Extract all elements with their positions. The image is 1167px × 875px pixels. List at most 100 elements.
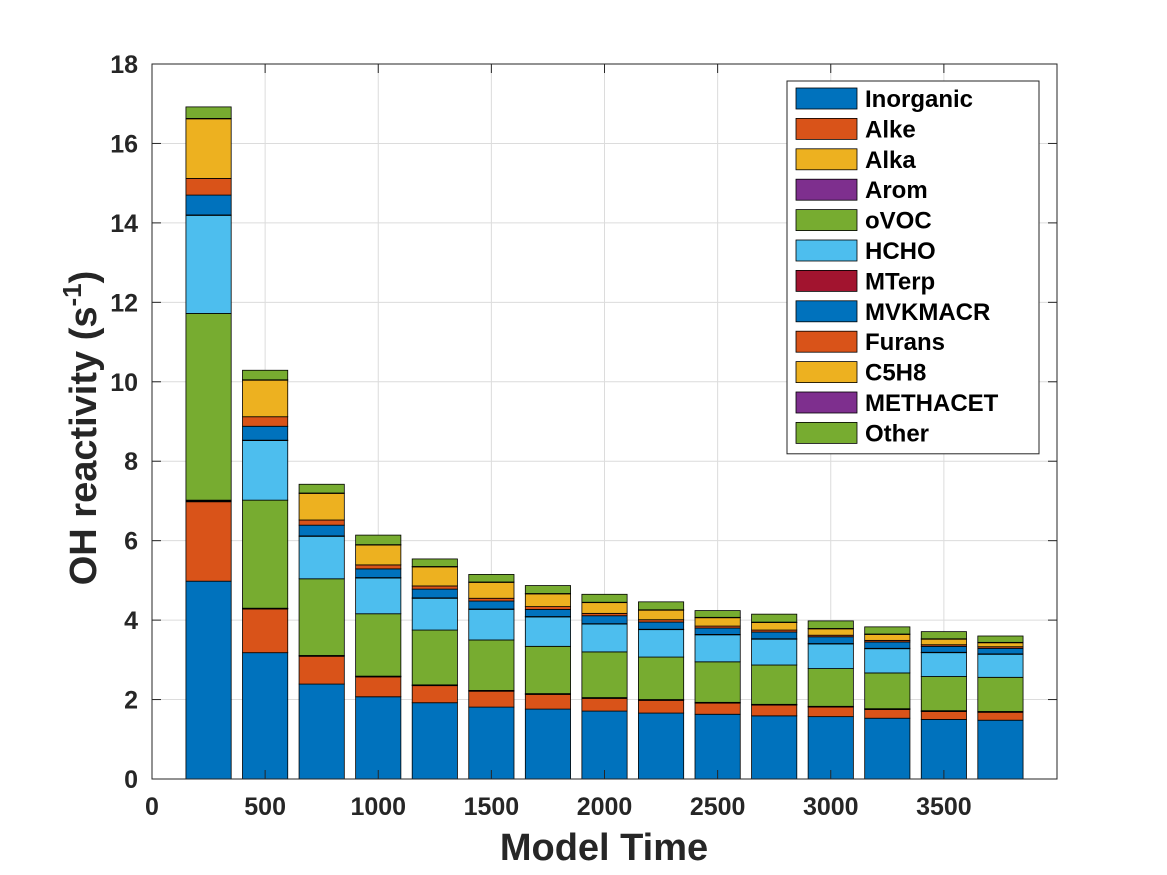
legend-swatch-arom	[795, 178, 858, 201]
bar-c5h8-3000	[807, 628, 854, 636]
bar-furans-500	[242, 416, 289, 427]
y-tick-label-0: 0	[124, 766, 138, 794]
bar-hcho-1500	[468, 608, 515, 641]
bar-alke-1250	[411, 685, 458, 704]
bar-ovoc-2000	[581, 651, 628, 698]
bar-inorganic-1500	[468, 706, 515, 780]
legend-label-ovoc: oVOC	[865, 208, 932, 235]
legend-swatch-hcho	[795, 239, 858, 262]
bar-alke-750	[298, 655, 345, 685]
bar-mvkmacr-250	[185, 194, 232, 216]
y-tick-label-6: 6	[124, 528, 138, 556]
y-tick-label-16: 16	[110, 130, 138, 158]
bar-c5h8-2000	[581, 602, 628, 614]
bar-c5h8-1750	[524, 593, 571, 608]
bar-mvkmacr-1750	[524, 608, 571, 617]
legend-swatch-other	[795, 421, 858, 444]
legend-label-alka: Alka	[865, 147, 916, 174]
bar-alke-500	[242, 608, 289, 654]
bar-c5h8-1250	[411, 566, 458, 587]
y-tick-label-4: 4	[124, 607, 138, 635]
legend-swatch-mvkmacr	[795, 300, 858, 323]
axis-ticks: 0 500 1000 1500 2000 2500 3000 3500 0 2 4 6 8 10 12 14 1…	[110, 51, 1057, 821]
bar-c5h8-3750	[977, 642, 1024, 648]
y-tick-label-12: 12	[110, 289, 138, 317]
bar-hcho-2750	[751, 638, 798, 666]
bar-mvkmacr-3000	[807, 636, 854, 644]
legend-label-mvkmacr: MVKMACR	[865, 299, 990, 326]
y-tick-label-14: 14	[110, 210, 138, 238]
bar-ovoc-750	[298, 578, 345, 656]
x-tick-label-3500: 3500	[916, 793, 972, 821]
y-tick-label-8: 8	[124, 448, 138, 476]
bar-other-3750	[977, 635, 1024, 643]
bar-furans-750	[298, 519, 345, 526]
bar-ovoc-1000	[355, 613, 402, 677]
bar-hcho-1250	[411, 597, 458, 631]
bar-mvkmacr-3750	[977, 647, 1024, 655]
bar-alke-2000	[581, 697, 628, 712]
bar-ovoc-1750	[524, 645, 571, 694]
bar-inorganic-250	[185, 580, 232, 780]
bar-ovoc-3250	[864, 672, 911, 710]
bar-furans-250	[185, 177, 232, 196]
bar-inorganic-3250	[864, 717, 911, 780]
legend-label-methacet: METHACET	[865, 390, 999, 417]
legend-label-arom: Arom	[865, 177, 928, 204]
bar-alke-1750	[524, 693, 571, 710]
x-axis-title: Model Time	[500, 827, 708, 869]
bar-other-1500	[468, 574, 515, 583]
bar-inorganic-750	[298, 683, 345, 780]
bar-furans-1000	[355, 564, 402, 570]
bar-furans-1500	[468, 597, 515, 602]
bar-inorganic-3000	[807, 716, 854, 780]
bar-hcho-500	[242, 440, 289, 501]
bar-c5h8-2250	[638, 609, 685, 621]
bar-inorganic-2500	[694, 713, 741, 780]
legend-label-inorganic: Inorganic	[865, 86, 973, 113]
legend: Inorganic Alke Alka Arom oVOC HCHO MTerp MVKMAC…	[786, 80, 1040, 455]
bar-c5h8-2500	[694, 617, 741, 627]
legend-label-c5h8: C5H8	[865, 360, 926, 387]
bar-other-3000	[807, 620, 854, 629]
x-tick-label-1500: 1500	[464, 793, 520, 821]
bar-other-3500	[920, 631, 967, 640]
bars	[185, 106, 1024, 780]
bar-ovoc-2250	[638, 656, 685, 700]
bar-ovoc-1500	[468, 639, 515, 691]
bar-other-3250	[864, 626, 911, 635]
x-tick-label-2000: 2000	[577, 793, 633, 821]
bar-c5h8-250	[185, 118, 232, 179]
bar-inorganic-1750	[524, 708, 571, 780]
bar-c5h8-2750	[751, 622, 798, 631]
bar-furans-1250	[411, 585, 458, 590]
bar-mvkmacr-3250	[864, 641, 911, 649]
bar-mvkmacr-2250	[638, 621, 685, 630]
bar-alke-3750	[977, 711, 1024, 721]
bar-c5h8-500	[242, 379, 289, 418]
bar-c5h8-1500	[468, 581, 515, 599]
bar-mvkmacr-2500	[694, 627, 741, 635]
bar-ovoc-2750	[751, 664, 798, 705]
y-axis-title-suffix: )	[63, 271, 105, 284]
bar-alke-250	[185, 501, 232, 582]
bar-c5h8-1000	[355, 544, 402, 566]
bar-inorganic-1250	[411, 702, 458, 780]
legend-swatch-alke	[795, 118, 858, 140]
bar-hcho-3000	[807, 643, 854, 669]
bar-hcho-2500	[694, 634, 741, 663]
bar-hcho-3500	[920, 652, 967, 677]
bar-ovoc-500	[242, 499, 289, 609]
bar-alke-2500	[694, 702, 741, 715]
bar-inorganic-2250	[638, 712, 685, 780]
bar-alke-3250	[864, 709, 911, 719]
x-tick-label-0: 0	[145, 793, 159, 821]
legend-label-other: Other	[865, 420, 929, 447]
bar-hcho-3750	[977, 653, 1024, 678]
x-tick-label-2500: 2500	[690, 793, 746, 821]
bar-alke-1500	[468, 690, 515, 708]
bar-inorganic-3750	[977, 719, 1024, 780]
x-tick-label-1000: 1000	[350, 793, 406, 821]
bar-inorganic-1000	[355, 696, 402, 780]
legend-swatch-c5h8	[795, 361, 858, 384]
